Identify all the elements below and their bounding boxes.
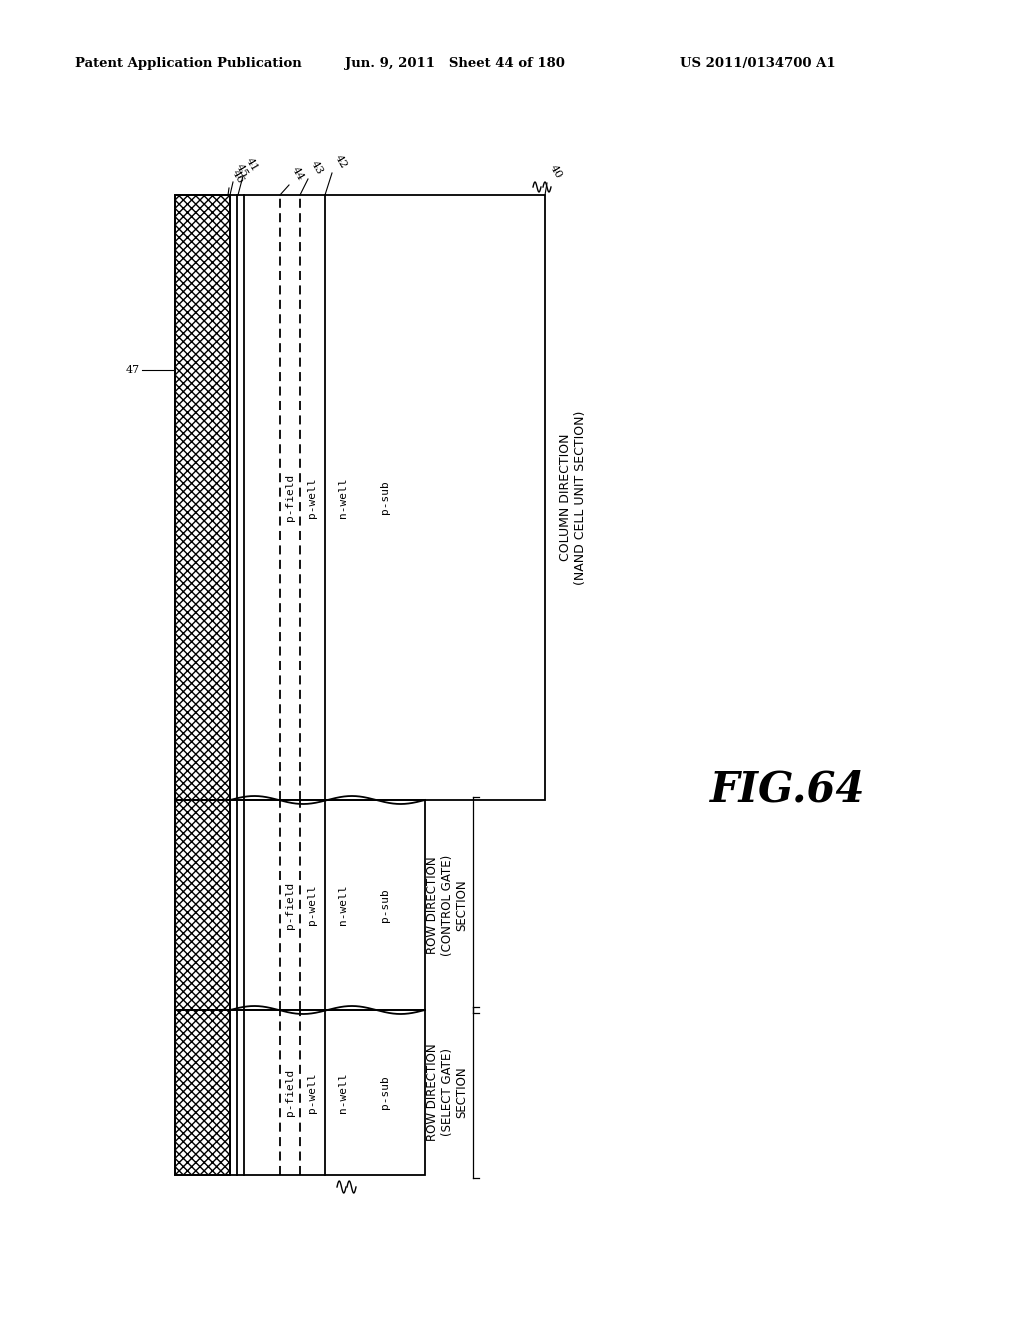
Text: Jun. 9, 2011   Sheet 44 of 180: Jun. 9, 2011 Sheet 44 of 180 — [345, 57, 565, 70]
Text: p-well: p-well — [307, 884, 317, 925]
Text: 46: 46 — [230, 168, 246, 185]
Text: p-sub: p-sub — [380, 1076, 390, 1109]
Text: ROW DIRECTION
(CONTROL GATE)
SECTION: ROW DIRECTION (CONTROL GATE) SECTION — [426, 854, 469, 956]
Text: 45: 45 — [234, 161, 250, 180]
Text: 43: 43 — [309, 158, 325, 176]
Text: 44: 44 — [290, 165, 306, 182]
Text: 47: 47 — [126, 366, 140, 375]
Text: p-sub: p-sub — [380, 480, 390, 515]
Text: p-sub: p-sub — [380, 888, 390, 921]
Bar — [175, 195, 545, 800]
Bar — [175, 195, 230, 800]
Bar — [175, 1010, 230, 1175]
Text: COLUMN DIRECTION
(NAND CELL UNIT SECTION): COLUMN DIRECTION (NAND CELL UNIT SECTION… — [559, 411, 587, 585]
Text: p-field: p-field — [285, 474, 295, 521]
Text: FIG.64: FIG.64 — [710, 770, 865, 810]
Bar — [175, 800, 425, 1010]
Text: US 2011/0134700 A1: US 2011/0134700 A1 — [680, 57, 836, 70]
Text: Patent Application Publication: Patent Application Publication — [75, 57, 302, 70]
Text: p-field: p-field — [285, 882, 295, 929]
Text: p-well: p-well — [307, 478, 317, 517]
Text: n-well: n-well — [338, 478, 348, 517]
Text: p-well: p-well — [307, 1072, 317, 1113]
Text: 41: 41 — [244, 156, 260, 173]
Text: n-well: n-well — [338, 1072, 348, 1113]
Text: 42: 42 — [333, 153, 349, 170]
Bar — [175, 800, 230, 1010]
Text: p-field: p-field — [285, 1069, 295, 1117]
Bar — [175, 1010, 425, 1175]
Text: ROW DIRECTION
(SELECT GATE)
SECTION: ROW DIRECTION (SELECT GATE) SECTION — [426, 1044, 469, 1142]
Text: n-well: n-well — [338, 884, 348, 925]
Text: 40: 40 — [548, 162, 564, 180]
